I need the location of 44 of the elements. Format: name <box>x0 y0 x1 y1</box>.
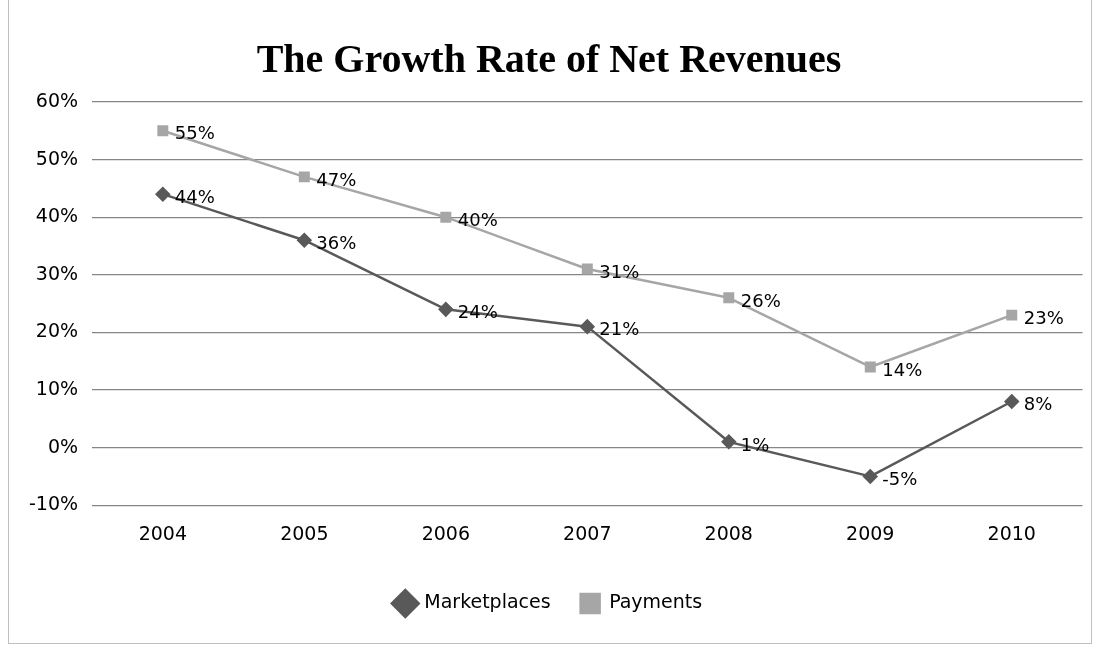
y-tick-label: 10% <box>35 376 79 399</box>
data-label: 23% <box>1023 306 1064 328</box>
point <box>581 263 593 275</box>
legend-label: Marketplaces <box>424 590 551 613</box>
data-label: 14% <box>882 358 923 380</box>
x-tick-label: 2006 <box>421 521 470 544</box>
point <box>155 186 171 202</box>
y-tick-label: 20% <box>35 319 79 342</box>
point <box>721 434 737 450</box>
data-label: 44% <box>174 185 215 207</box>
point <box>438 302 454 317</box>
y-tick-label: -10% <box>28 492 79 515</box>
data-label: 21% <box>599 318 640 340</box>
point <box>298 171 310 183</box>
data-label: 8% <box>1023 393 1053 415</box>
x-tick-label: 2009 <box>846 521 895 544</box>
y-tick-label: 0% <box>47 434 79 457</box>
x-tick-label: 2008 <box>704 521 753 544</box>
y-tick-label: 40% <box>35 204 79 227</box>
x-tick-label: 2005 <box>280 521 329 544</box>
point <box>1006 309 1018 321</box>
data-label: 26% <box>740 289 781 311</box>
point <box>440 211 452 223</box>
data-label: -5% <box>882 468 918 490</box>
point <box>864 361 876 373</box>
data-label: 55% <box>174 122 215 144</box>
point <box>157 125 169 137</box>
y-tick-label: 50% <box>35 146 79 169</box>
x-tick-label: 2010 <box>987 521 1036 544</box>
data-label: 40% <box>457 208 498 230</box>
data-label: 31% <box>599 260 640 282</box>
point <box>863 469 878 484</box>
y-tick-label: 30% <box>35 261 79 284</box>
data-label: 47% <box>316 168 357 190</box>
chart-title: The Growth Rate of Net Revenues <box>256 36 842 82</box>
data-label: 36% <box>316 231 357 253</box>
point <box>723 292 735 304</box>
point <box>297 232 312 248</box>
x-tick-label: 2007 <box>563 521 612 544</box>
point <box>1004 394 1020 409</box>
point <box>580 319 595 334</box>
legend-label: Payments <box>609 590 703 613</box>
x-tick-label: 2004 <box>138 521 188 544</box>
y-tick-label: 60% <box>35 88 79 111</box>
